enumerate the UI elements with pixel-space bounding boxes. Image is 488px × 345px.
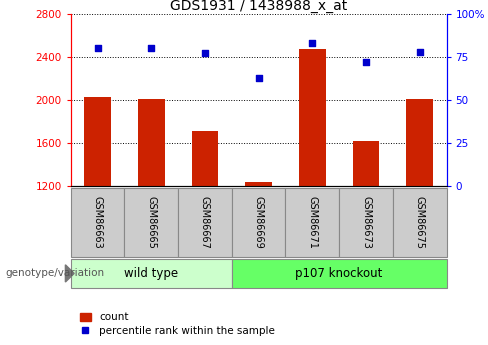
Bar — [353, 141, 380, 186]
Text: GSM86665: GSM86665 — [146, 196, 156, 249]
Bar — [245, 182, 272, 186]
Bar — [285, 188, 339, 257]
Point — [362, 59, 370, 65]
Legend: count, percentile rank within the sample: count, percentile rank within the sample — [76, 308, 279, 340]
Bar — [192, 131, 219, 186]
Bar — [232, 259, 447, 288]
Bar — [71, 259, 232, 288]
Bar — [84, 97, 111, 186]
Text: GSM86675: GSM86675 — [415, 196, 425, 249]
Bar — [124, 188, 178, 257]
Bar — [393, 188, 447, 257]
Text: genotype/variation: genotype/variation — [5, 268, 104, 278]
Text: GSM86663: GSM86663 — [93, 196, 102, 249]
Text: GSM86673: GSM86673 — [361, 196, 371, 249]
Text: GSM86667: GSM86667 — [200, 196, 210, 249]
Bar — [407, 99, 433, 186]
Point — [416, 49, 424, 55]
Text: GSM86671: GSM86671 — [307, 196, 317, 249]
Point — [201, 51, 209, 56]
Bar — [178, 188, 232, 257]
Title: GDS1931 / 1438988_x_at: GDS1931 / 1438988_x_at — [170, 0, 347, 13]
Point — [94, 46, 102, 51]
Bar — [232, 188, 285, 257]
Polygon shape — [65, 265, 74, 282]
Bar — [339, 188, 393, 257]
Point — [308, 40, 316, 46]
Bar — [299, 49, 326, 186]
Text: wild type: wild type — [124, 267, 178, 280]
Point — [147, 46, 155, 51]
Text: GSM86669: GSM86669 — [254, 196, 264, 249]
Text: p107 knockout: p107 knockout — [295, 267, 383, 280]
Bar — [71, 188, 124, 257]
Bar — [138, 99, 165, 186]
Point — [255, 75, 263, 80]
